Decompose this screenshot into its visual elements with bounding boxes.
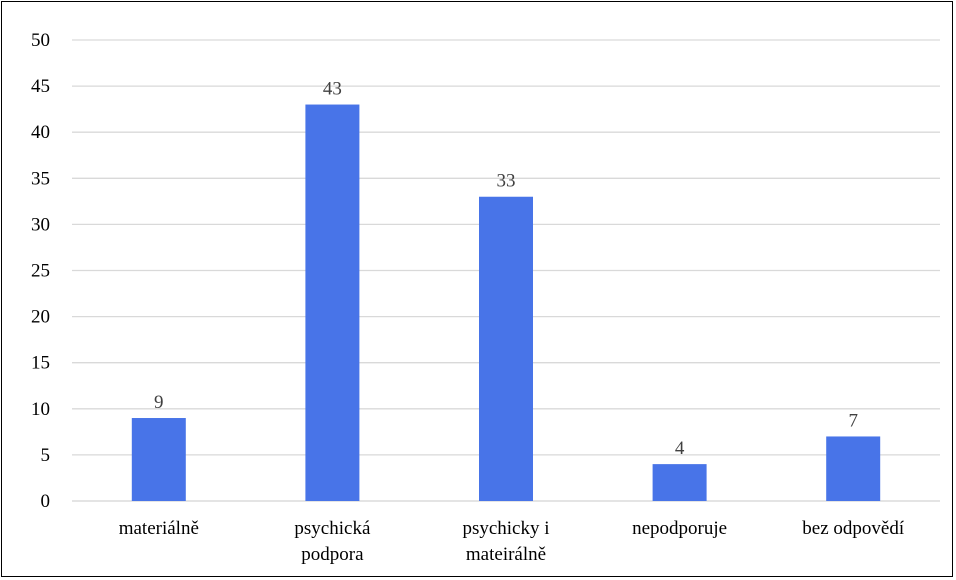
bars	[131, 104, 881, 502]
y-tick-label-35: 35	[31, 168, 50, 189]
bar-3	[652, 464, 707, 501]
data-label-1: 43	[323, 79, 342, 100]
y-tick-label-20: 20	[31, 307, 50, 328]
y-tick-label-0: 0	[41, 491, 51, 512]
x-axis-category-labels: materiálně psychická podpora psychicky i mat…	[119, 518, 905, 565]
x-category-label-0-0: materiálně	[119, 518, 199, 539]
bar-0	[131, 418, 186, 501]
y-axis-tick-labels: 0 5 10 15 20 25 30 35 40 45 50	[31, 30, 50, 512]
data-label-4: 7	[848, 410, 858, 431]
x-category-label-3-0: nepodporuje	[632, 518, 727, 539]
y-tick-label-40: 40	[31, 122, 50, 143]
x-category-label-4-0: bez odpovědí	[802, 518, 905, 539]
y-tick-label-25: 25	[31, 261, 50, 282]
y-tick-label-5: 5	[41, 445, 51, 466]
gridlines	[72, 39, 940, 502]
y-tick-label-50: 50	[31, 30, 50, 51]
y-tick-label-10: 10	[31, 399, 50, 420]
bar-4	[826, 436, 881, 501]
y-tick-label-15: 15	[31, 353, 50, 374]
y-tick-label-30: 30	[31, 214, 50, 235]
bar-1	[305, 104, 360, 501]
y-tick-label-45: 45	[31, 76, 50, 97]
data-label-2: 33	[497, 171, 516, 192]
x-category-label-2-0: psychicky i	[462, 518, 549, 539]
bar-2	[479, 196, 533, 502]
data-labels: 9 43 33 4 7	[154, 79, 858, 460]
data-label-3: 4	[675, 438, 685, 459]
x-category-label-2-1: mateirálně	[466, 544, 546, 565]
x-category-label-1-0: psychická	[294, 518, 371, 539]
data-label-0: 9	[154, 392, 164, 413]
x-category-label-1-1: podpora	[301, 544, 364, 565]
